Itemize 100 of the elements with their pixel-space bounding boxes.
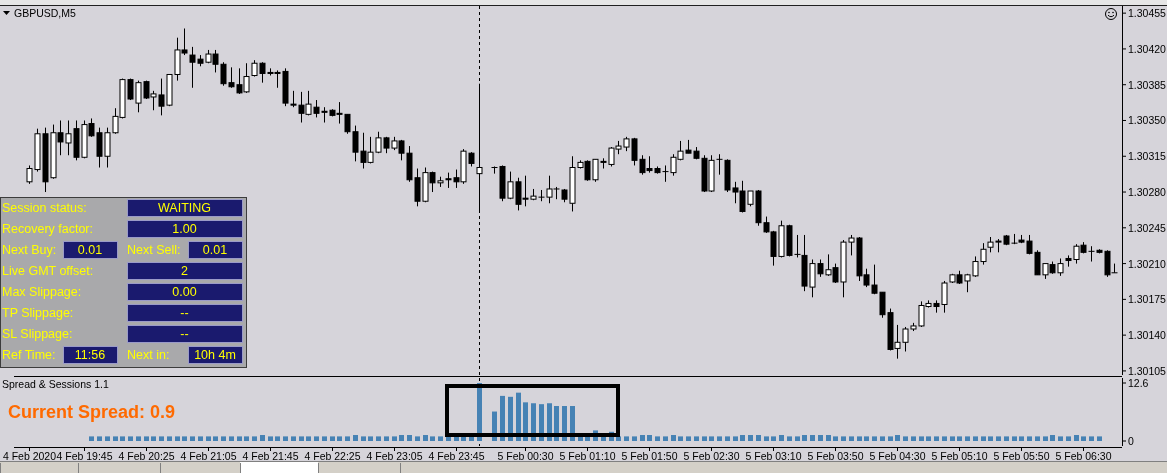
bar [826,435,831,441]
annotation: 0.01 [77,243,103,257]
bar [244,436,249,441]
bar [322,436,327,441]
bar [1081,436,1086,441]
annotation: Current Spread: 0.9 [8,402,176,422]
bar [151,436,156,441]
bar [1066,436,1071,441]
y-tick-label: 1.30455 [1128,7,1167,20]
annotation: WAITING [157,201,212,215]
bar [841,436,846,441]
bar [671,435,676,441]
bar [1043,436,1048,441]
annotation: Live GMT offset: [2,264,94,278]
annotation: Next Buy: [2,243,57,257]
bar [306,436,311,441]
x-tick-label: 4 Feb 23:45 [428,450,485,462]
bar [213,436,218,441]
x-tick-label: 5 Feb 01:10 [559,450,616,462]
bar [640,435,645,441]
x-tick-label: 5 Feb 05:50 [993,450,1050,462]
bar [291,436,296,441]
bar [407,435,412,441]
bar [260,435,265,441]
bar [330,436,335,441]
annotation: Recovery factor: [2,222,94,236]
x-tick-label: 5 Feb 03:50 [807,450,864,462]
bar [299,436,304,441]
bar [717,436,722,441]
bar [1012,436,1017,441]
annotation: 11:56 [74,348,106,362]
bar [802,435,807,441]
bar [818,435,823,441]
bar [337,436,342,441]
bar [911,436,916,441]
x-tick-label: 4 Feb 21:05 [180,450,237,462]
bar [229,436,234,441]
annotation: SL Slippage: [2,327,73,341]
annotation: Max Slippage: [2,285,82,299]
annotation: 0.01 [202,243,228,257]
candlestick [716,153,723,176]
bar [833,436,838,441]
bar [988,436,993,441]
bar [950,436,955,441]
bar [895,435,900,441]
y-tick-label: 1.30420 [1128,42,1167,55]
y-tick-label: 1.30385 [1128,78,1167,91]
bar [756,435,761,441]
y-tick-label: 0 [1128,435,1134,447]
bar [268,436,273,441]
annotation: Ref Time: [2,348,56,362]
bar [748,435,753,441]
bar [725,436,730,441]
x-tick-label: 5 Feb 03:10 [745,450,802,462]
bar [1089,436,1094,441]
bar [128,436,133,441]
bar [686,436,691,441]
x-tick-label: 5 Feb 01:50 [621,450,678,462]
bar [632,436,637,441]
bar [345,436,350,441]
bar [709,436,714,441]
x-tick-label: 4 Feb 2020 [2,450,57,462]
bar [120,436,125,441]
bar [190,436,195,441]
annotation: Session status: [2,201,87,215]
bar [423,435,428,441]
bar [663,436,668,441]
annotation: 2 [181,264,189,278]
bar [694,436,699,441]
bar [849,436,854,441]
x-tick-label: 4 Feb 23:05 [366,450,423,462]
bar [733,436,738,441]
bar [159,436,164,441]
bar [1027,436,1032,441]
bar [167,436,172,441]
bar [1050,435,1055,441]
bar [237,436,242,441]
annotation: 1.00 [172,222,197,236]
bar [438,436,443,441]
bar [206,436,211,441]
bar [981,436,986,441]
bar [399,435,404,441]
x-tick-label: 4 Feb 21:45 [242,450,299,462]
bar [508,396,513,441]
bar [1004,436,1009,441]
bar [1035,436,1040,441]
bar [368,436,373,441]
bar [175,436,180,441]
bar [764,436,769,441]
bar [857,436,862,441]
chart-title: Spread & Sessions 1.1 [2,378,109,390]
bar [353,435,358,441]
x-tick-label: 5 Feb 02:30 [683,450,740,462]
bar [1058,436,1063,441]
bar [624,436,629,441]
bar [880,436,885,441]
bar [647,435,652,441]
bar [252,436,257,441]
bar [275,436,280,441]
bar [415,436,420,441]
